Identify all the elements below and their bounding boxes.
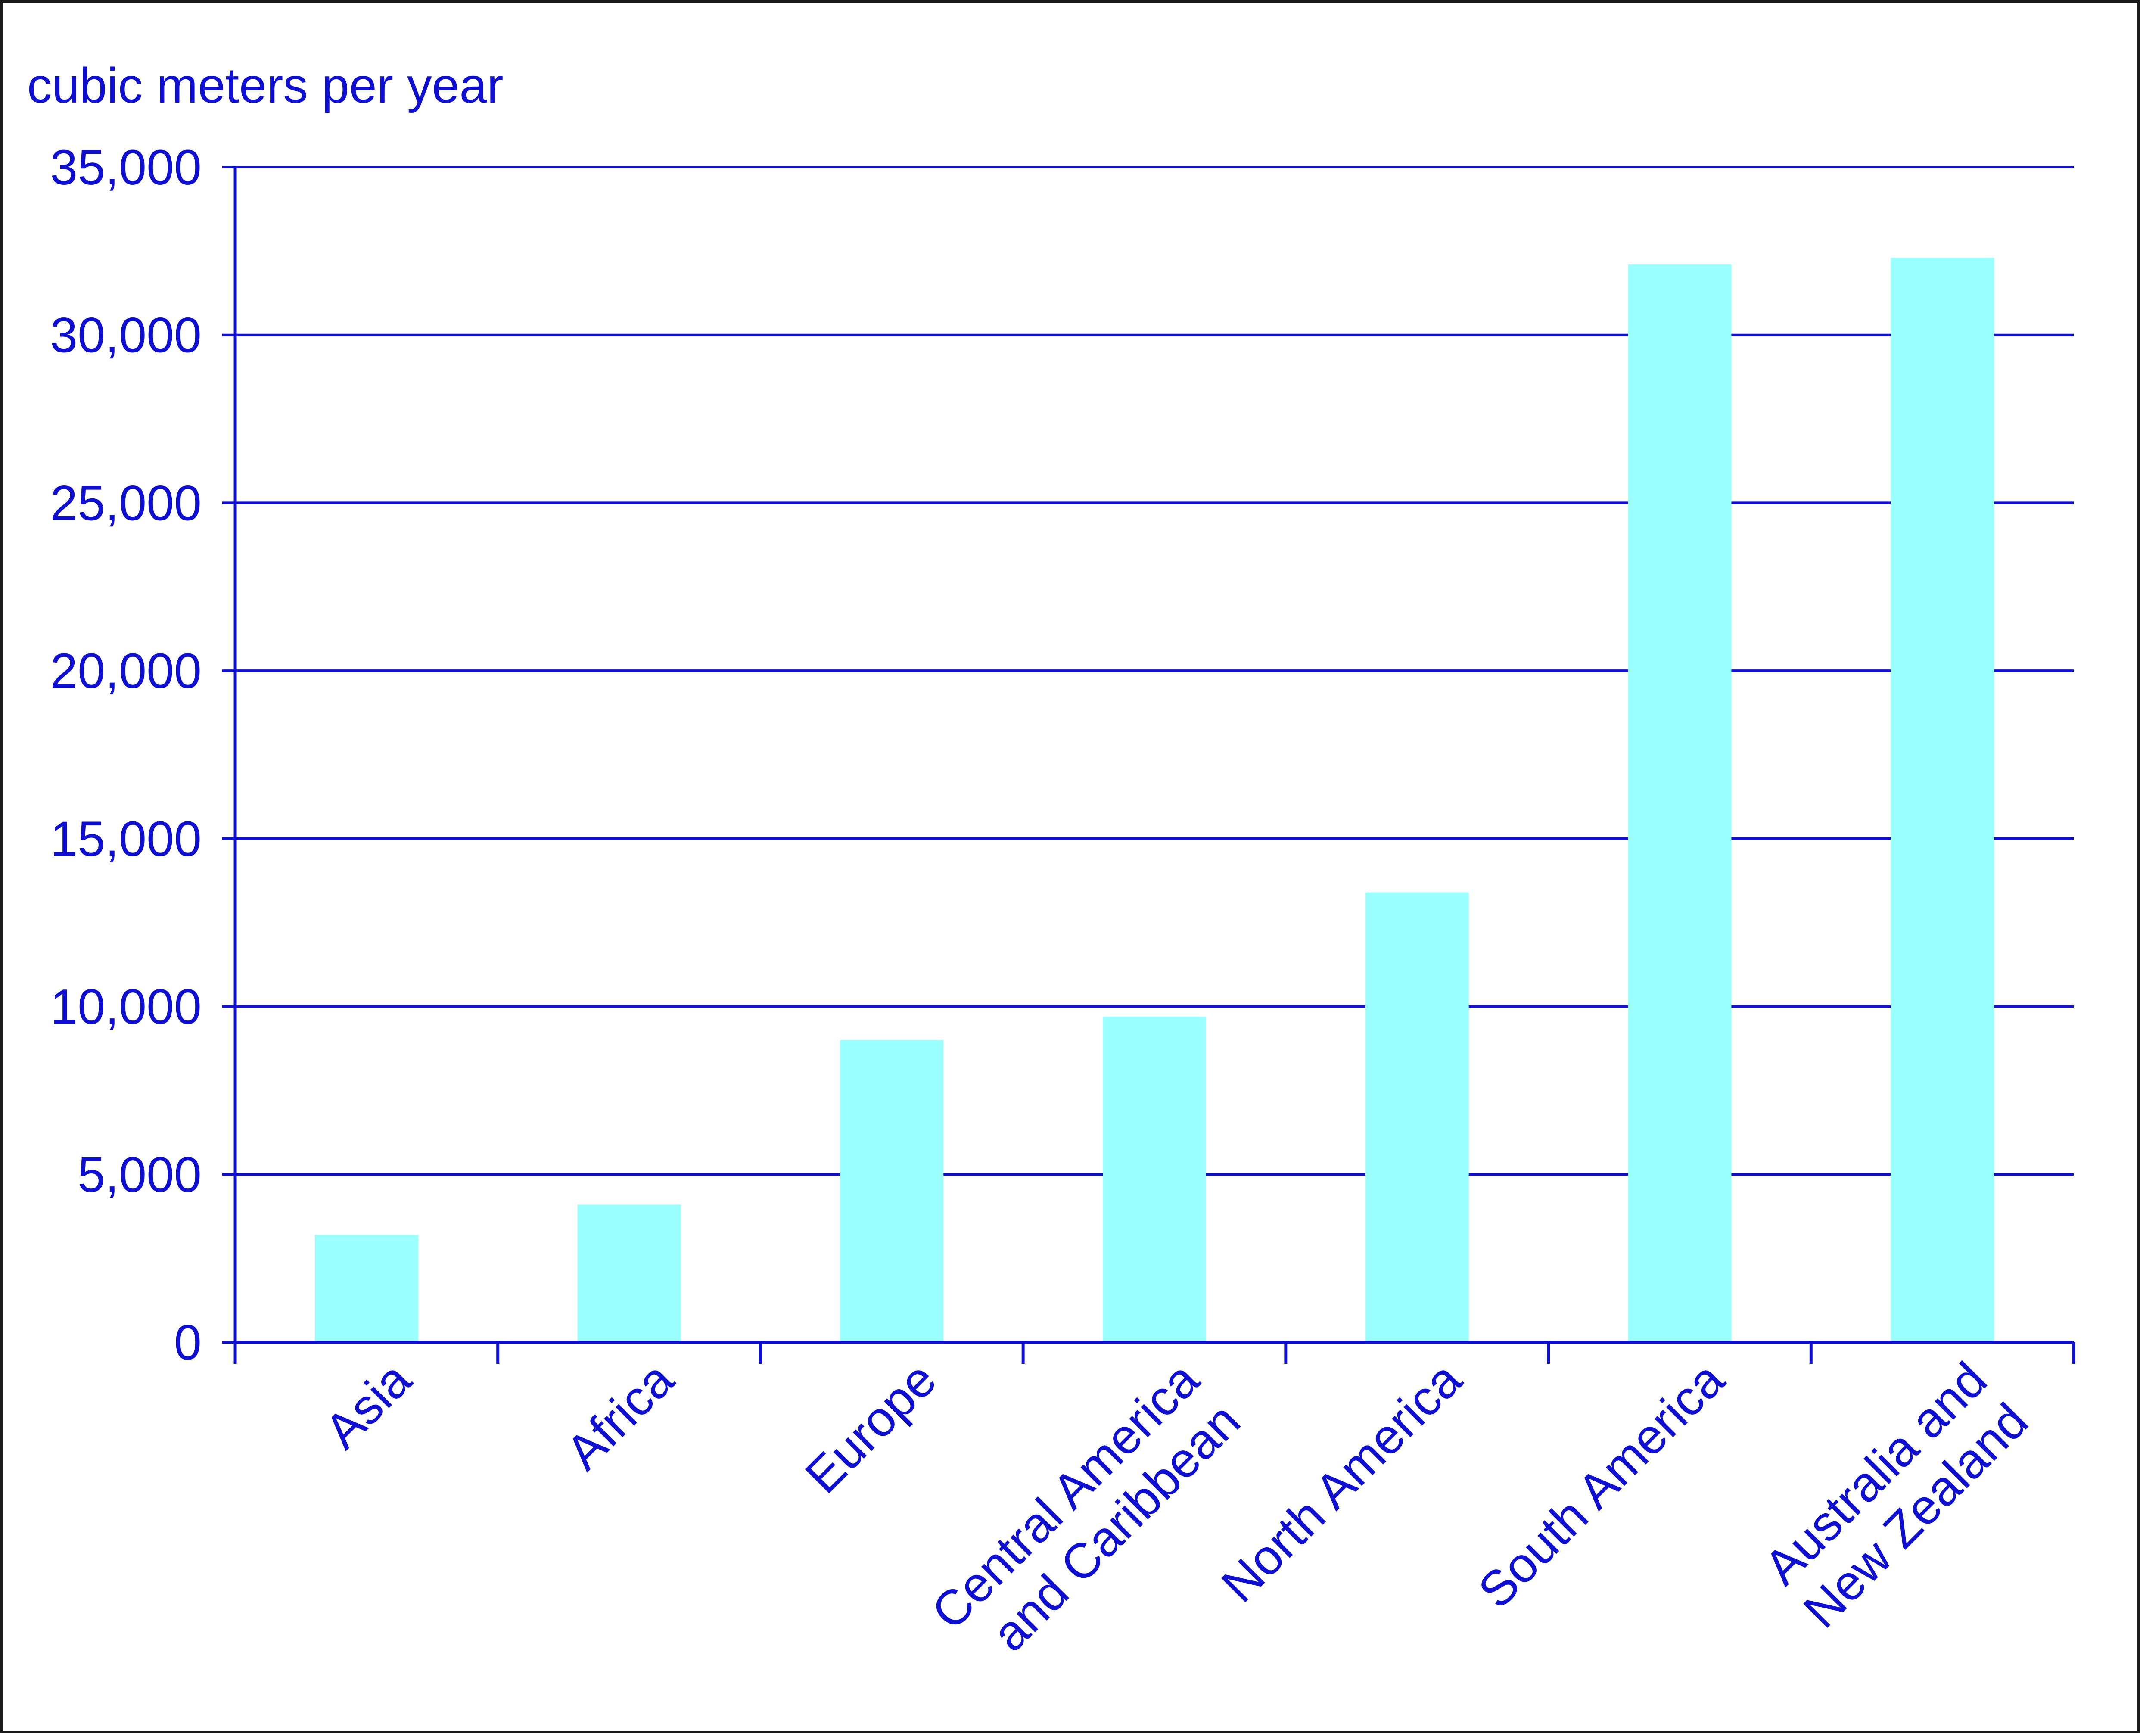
bar — [1365, 892, 1469, 1342]
y-tick-labels: 0 5,000 10,000 15,000 20,000 25,000 30,000 35,0… — [50, 140, 202, 1370]
bar-chart: cubic meters per year 0 5,000 10,000 15,000… — [27, 58, 2075, 1681]
y-tick-label: 20,000 — [50, 644, 202, 699]
y-tick-label: 30,000 — [50, 308, 202, 363]
x-tick-label: Europe — [795, 1352, 947, 1504]
x-tick-label: Australia andNew Zealand — [1752, 1352, 2038, 1638]
x-tick-label-line: Europe — [795, 1352, 947, 1504]
bar — [1891, 258, 1994, 1342]
gridlines — [235, 166, 2074, 1176]
x-tick-label: Africa — [556, 1352, 684, 1480]
bar — [1103, 1016, 1206, 1342]
bar — [840, 1040, 944, 1342]
y-tick-label: 15,000 — [50, 812, 202, 867]
y-axis-label: cubic meters per year — [27, 58, 504, 113]
x-tick-label-line: South America — [1468, 1352, 1735, 1618]
x-tick-label-line: Africa — [556, 1352, 684, 1480]
x-tick-label: Central Americaand Caribbean — [921, 1352, 1250, 1681]
y-tick-label: 5,000 — [78, 1147, 202, 1202]
x-tick-label-line: Asia — [314, 1352, 422, 1459]
bars — [314, 258, 1994, 1343]
bar — [314, 1235, 418, 1342]
y-tick-label: 35,000 — [50, 140, 202, 195]
x-tick-label-line: North America — [1211, 1352, 1472, 1613]
y-tick-label: 10,000 — [50, 980, 202, 1035]
x-tick-label: South America — [1468, 1352, 1735, 1618]
bar — [1628, 264, 1732, 1343]
bar — [577, 1204, 681, 1342]
x-tick-label: North America — [1211, 1352, 1472, 1613]
y-tick-label: 0 — [174, 1315, 202, 1370]
y-tick-label: 25,000 — [50, 476, 202, 531]
x-tick-label: Asia — [314, 1352, 422, 1459]
axes — [222, 166, 2075, 1364]
